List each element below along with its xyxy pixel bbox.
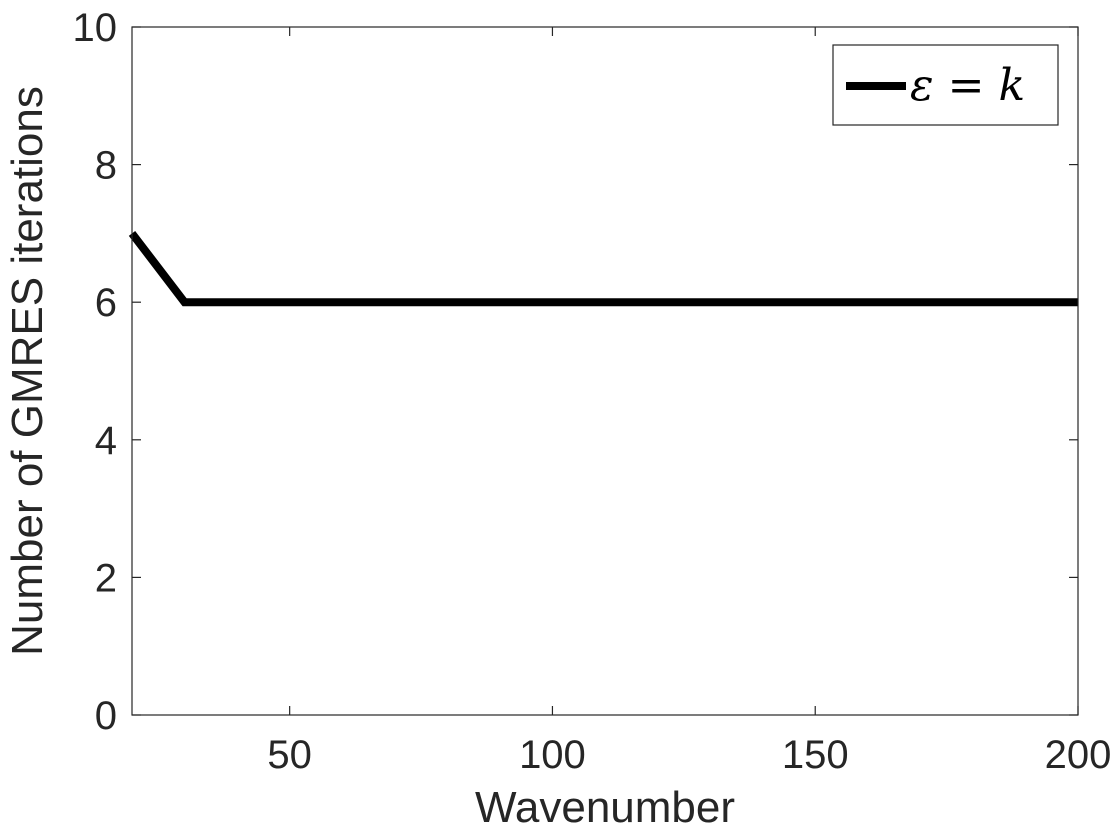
y-tick-label: 8 xyxy=(95,144,117,188)
y-tick-label: 0 xyxy=(95,694,117,738)
y-axis-label: Number of GMRES iterations xyxy=(3,86,52,656)
y-tick-label: 2 xyxy=(95,556,117,600)
y-tick-label: 6 xyxy=(95,281,117,325)
x-tick-label: 150 xyxy=(782,733,849,777)
x-axis-label: Wavenumber xyxy=(475,783,735,832)
x-tick-label: 200 xyxy=(1045,733,1112,777)
y-tick-label: 4 xyxy=(95,419,117,463)
series-line-0 xyxy=(128,230,1078,307)
legend-series-label: ε = k xyxy=(910,60,1025,111)
axis-ticks xyxy=(132,26,1079,716)
x-tick-label: 50 xyxy=(267,733,312,777)
x-tick-label: 100 xyxy=(519,733,586,777)
axis-tick-labels: 50 100 150 200 0 2 4 6 8 10 xyxy=(73,6,1112,777)
legend: ε = k xyxy=(832,44,1059,126)
series-layer xyxy=(128,230,1078,307)
y-tick-label: 10 xyxy=(73,6,118,50)
plot-area xyxy=(132,27,1078,715)
plot-frame xyxy=(131,26,1079,716)
